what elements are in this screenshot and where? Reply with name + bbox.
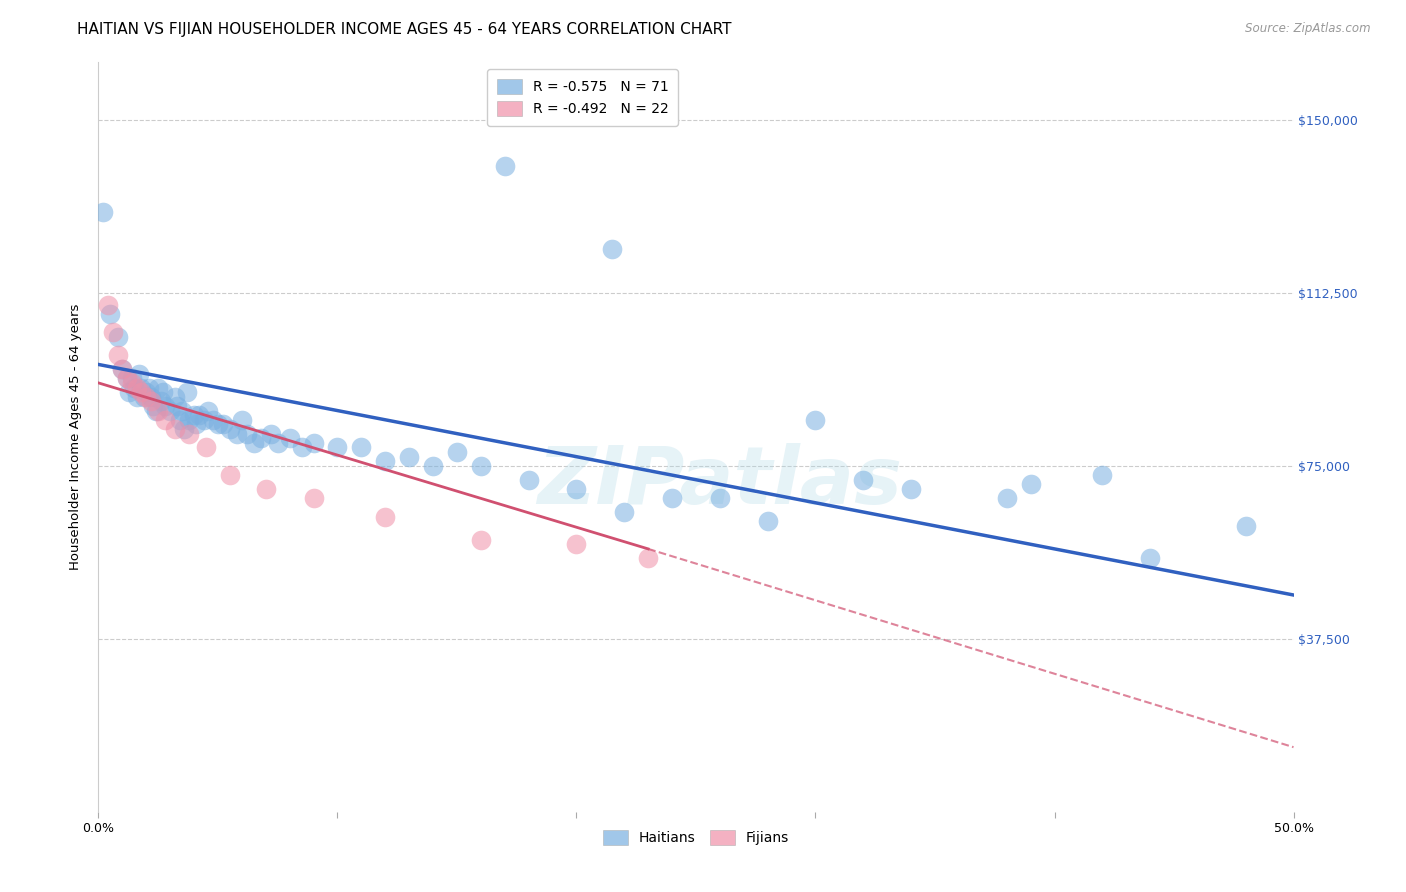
Point [291, 441, 314, 455]
Point [231, 413, 253, 427]
Point [159, 403, 181, 417]
Point [565, 537, 588, 551]
Point [176, 385, 198, 400]
Point [254, 482, 277, 496]
Point [302, 435, 325, 450]
Point [422, 458, 444, 473]
Point [152, 385, 174, 400]
Point [139, 394, 162, 409]
Point [97, 297, 120, 311]
Text: Source: ZipAtlas.com: Source: ZipAtlas.com [1246, 22, 1371, 36]
Point [446, 445, 468, 459]
Point [326, 441, 349, 455]
Point [124, 380, 146, 394]
Point [350, 441, 373, 455]
Point [148, 403, 170, 417]
Point [163, 422, 186, 436]
Point [135, 385, 157, 400]
Point [128, 367, 150, 381]
Point [197, 403, 219, 417]
Point [804, 413, 827, 427]
Point [374, 454, 396, 468]
Point [709, 491, 731, 505]
Point [163, 390, 186, 404]
Point [121, 371, 143, 385]
Point [187, 408, 209, 422]
Point [173, 422, 195, 436]
Point [243, 435, 266, 450]
Legend: Haitians, Fijians: Haitians, Fijians [595, 822, 797, 854]
Point [132, 390, 155, 404]
Point [195, 441, 218, 455]
Y-axis label: Householder Income Ages 45 - 64 years: Householder Income Ages 45 - 64 years [69, 304, 83, 570]
Point [169, 413, 191, 427]
Point [207, 417, 229, 432]
Point [101, 325, 124, 339]
Point [107, 330, 129, 344]
Point [155, 413, 177, 427]
Point [166, 399, 188, 413]
Point [1019, 477, 1042, 491]
Point [661, 491, 683, 505]
Point [125, 390, 148, 404]
Point [98, 307, 122, 321]
Point [219, 468, 242, 483]
Point [202, 413, 225, 427]
Point [302, 491, 325, 505]
Point [131, 385, 153, 400]
Point [139, 390, 162, 404]
Point [148, 380, 170, 394]
Point [211, 417, 233, 432]
Point [155, 399, 177, 413]
Point [142, 399, 165, 413]
Point [107, 348, 129, 362]
Point [398, 450, 420, 464]
Point [637, 551, 659, 566]
Point [118, 385, 141, 400]
Point [470, 458, 492, 473]
Point [138, 380, 160, 394]
Point [145, 403, 167, 417]
Point [613, 505, 636, 519]
Point [226, 426, 249, 441]
Point [131, 380, 153, 394]
Point [517, 473, 540, 487]
Point [149, 394, 172, 409]
Point [115, 371, 138, 385]
Point [756, 514, 779, 528]
Point [900, 482, 922, 496]
Point [193, 413, 215, 427]
Point [470, 533, 492, 547]
Point [1091, 468, 1114, 483]
Point [91, 205, 114, 219]
Point [565, 482, 588, 496]
Point [1139, 551, 1161, 566]
Point [219, 422, 242, 436]
Point [125, 380, 148, 394]
Point [111, 362, 134, 376]
Point [602, 242, 624, 256]
Point [852, 473, 875, 487]
Point [278, 431, 301, 445]
Point [115, 371, 138, 385]
Point [186, 417, 208, 432]
Text: ZIPatlas: ZIPatlas [537, 443, 903, 521]
Point [179, 426, 201, 441]
Point [179, 413, 201, 427]
Point [235, 426, 257, 441]
Point [267, 435, 290, 450]
Point [135, 390, 157, 404]
Text: HAITIAN VS FIJIAN HOUSEHOLDER INCOME AGES 45 - 64 YEARS CORRELATION CHART: HAITIAN VS FIJIAN HOUSEHOLDER INCOME AGE… [77, 22, 733, 37]
Point [374, 509, 396, 524]
Point [172, 403, 194, 417]
Point [995, 491, 1018, 505]
Point [1234, 519, 1257, 533]
Point [121, 376, 143, 390]
Point [111, 362, 134, 376]
Point [183, 408, 205, 422]
Point [494, 159, 516, 173]
Point [259, 426, 281, 441]
Point [250, 431, 273, 445]
